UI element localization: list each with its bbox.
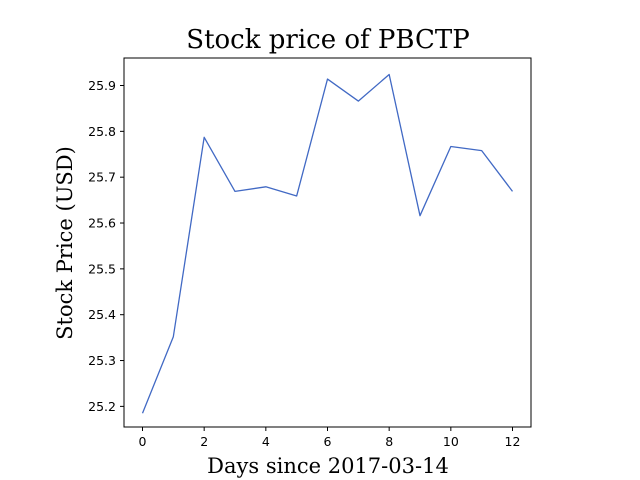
y-tick-label: 25.7 [88,170,116,185]
chart-title: Stock price of PBCTP [186,25,469,55]
y-axis-label: Stock Price (USD) [53,146,77,340]
y-tick-label: 25.6 [88,216,116,231]
x-tick-label: 4 [262,434,270,449]
x-tick-label: 12 [505,434,521,449]
x-axis-label: Days since 2017-03-14 [207,454,449,478]
y-axis: 25.2 25.3 25.4 25.5 25.6 25.7 25.8 25.9 [88,78,124,414]
y-tick-label: 25.9 [88,78,116,93]
x-tick-label: 6 [324,434,332,449]
series-line [141,73,514,414]
y-tick-label: 25.4 [88,307,116,322]
plot-frame [123,57,532,428]
y-tick-label: 25.8 [88,124,116,139]
x-tick-label: 2 [200,434,208,449]
x-axis: 0 2 4 6 8 10 12 [139,427,521,449]
x-tick-label: 0 [139,434,147,449]
x-tick-label: 10 [443,434,459,449]
y-tick-label: 25.2 [88,399,116,414]
y-tick-label: 25.5 [88,261,116,276]
x-tick-label: 8 [385,434,393,449]
y-tick-label: 25.3 [88,353,116,368]
